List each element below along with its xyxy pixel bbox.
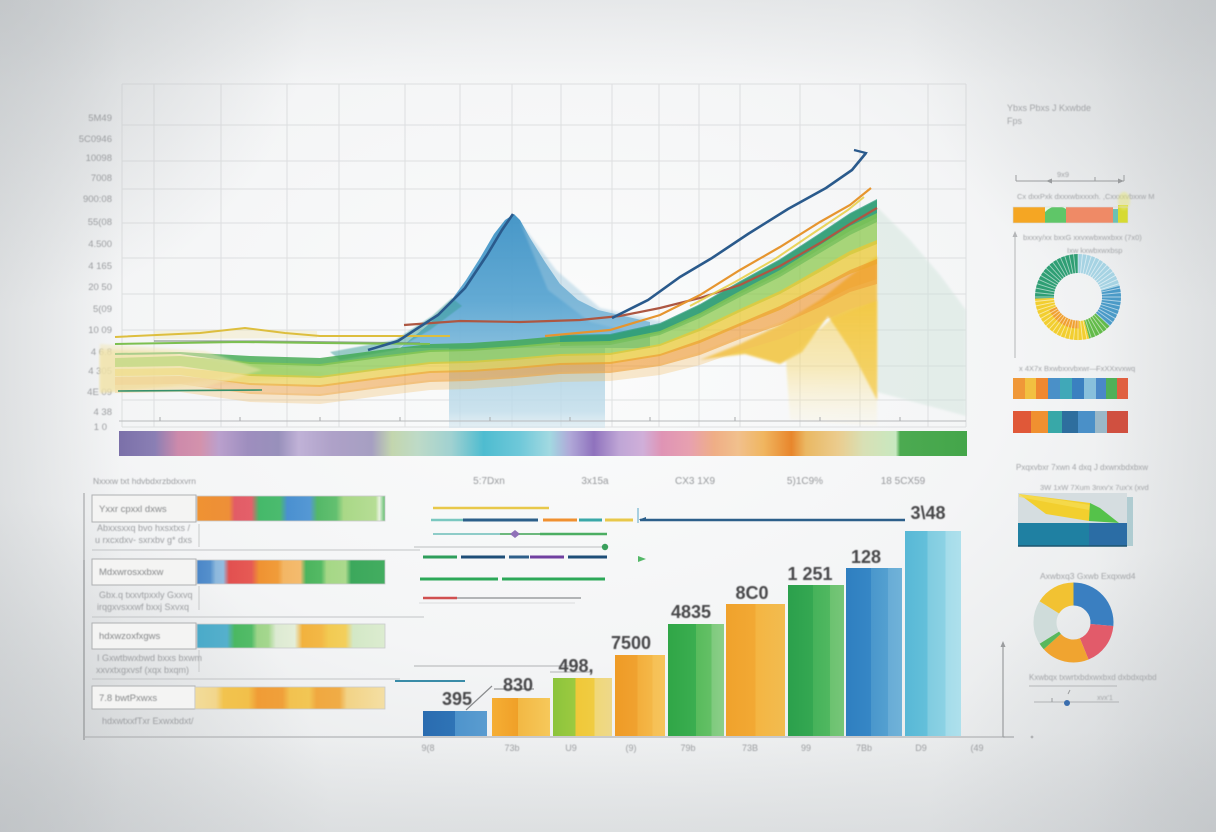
svg-text:9(8: 9(8 [421,743,434,753]
svg-text:Pxqxvbxr 7xwn 4 dxq J dxwrxbdx: Pxqxvbxr 7xwn 4 dxq J dxwrxbdxbxw [1016,463,1148,472]
svg-text:830: 830 [503,675,533,695]
svg-text:7.8 bwtPxwxs: 7.8 bwtPxwxs [99,693,157,704]
svg-text:128: 128 [851,547,881,567]
svg-text:Kxwbqx txwrtxbdxwxbxd dxbdxqxb: Kxwbqx txwrtxbdxwxbxd dxbdxqxbd [1029,673,1157,682]
svg-text:Fps: Fps [1007,116,1023,126]
svg-text:Gbx.q txxvtpxxly Gxxvq: Gbx.q txxvtpxxly Gxxvq [99,590,193,600]
svg-text:u rxcxdxv- sxrxbv g* dxs: u rxcxdxv- sxrxbv g* dxs [95,535,193,545]
svg-text:900:08: 900:08 [83,194,112,205]
svg-text:(9): (9) [626,743,637,753]
svg-text:1 251: 1 251 [787,564,832,584]
svg-text:4.500: 4.500 [88,239,112,250]
svg-text:8C0: 8C0 [735,583,768,603]
svg-text:Abxxsxxq bvo hxsxtxs /: Abxxsxxq bvo hxsxtxs / [97,523,191,533]
svg-text:498,: 498, [558,656,593,676]
svg-text:Axwbxq3 Gxwb Exqxwd4: Axwbxq3 Gxwb Exqxwd4 [1040,571,1136,581]
svg-text:4835: 4835 [671,602,711,622]
svg-text:Ixw kxwbxwxbsp: Ixw kxwbxwxbsp [1067,246,1122,255]
svg-text:FxXXxvxwq: FxXXxvxwq [1096,364,1135,373]
svg-text:20 50: 20 50 [88,282,112,293]
svg-text:395: 395 [442,689,472,709]
svg-text:1 0: 1 0 [94,422,107,433]
svg-text:18 5CX59: 18 5CX59 [881,476,926,487]
svg-text:5(09: 5(09 [93,304,112,315]
svg-text:x 4X7x Bxwbxxvbxwr—: x 4X7x Bxwbxxvbxwr— [1019,364,1097,373]
svg-text:Cx dxxPxk dxxxwbxxxxh. ,Cxxxxv: Cx dxxPxk dxxxwbxxxxh. ,Cxxxxvbxxw M [1017,192,1155,201]
svg-text:79b: 79b [680,743,695,753]
svg-text:bxxxy/xx bxxG xxvxwbxwxbxx (7x: bxxxy/xx bxxG xxvxwbxwxbxx (7x0) [1023,233,1142,242]
svg-text:Ybxs Pbxs J Kxwbde: Ybxs Pbxs J Kxwbde [1007,103,1091,113]
svg-text:3\48: 3\48 [910,503,945,523]
svg-text:D9: D9 [915,743,927,753]
svg-text:4E 09: 4E 09 [87,387,112,398]
svg-text:Yxxr cpxxl dxws: Yxxr cpxxl dxws [99,504,167,515]
svg-text:4 38: 4 38 [94,407,113,418]
svg-text:7500: 7500 [611,633,651,653]
svg-text:hdxwtxxfTxr Exwxbdxt/: hdxwtxxfTxr Exwxbdxt/ [102,716,194,726]
svg-text:I Gxwtbwxbwd bxxs bxwm: I Gxwtbwxbwd bxxs bxwm [97,653,202,663]
svg-text:5C0946: 5C0946 [79,134,112,145]
svg-text:CX3 1X9: CX3 1X9 [675,476,715,487]
svg-text:99: 99 [801,743,811,753]
svg-text:Mdxwrosxxbxw: Mdxwrosxxbxw [99,567,164,578]
svg-text:xvx'1: xvx'1 [1097,695,1113,702]
svg-text:U9: U9 [565,743,577,753]
svg-text:5)1C9%: 5)1C9% [787,476,823,487]
svg-text:55(08: 55(08 [88,217,112,228]
svg-text:7Bb: 7Bb [856,743,872,753]
svg-text:10 09: 10 09 [88,325,112,336]
svg-text:xxvxtxgxvsf (xqx bxqm): xxvxtxgxvsf (xqx bxqm) [96,665,189,675]
svg-text:5:7Dxn: 5:7Dxn [473,476,505,487]
svg-text:7008: 7008 [91,173,112,184]
svg-text:3x15a: 3x15a [581,476,609,487]
svg-text:irqgxvsxxwf bxxj Sxvxq: irqgxvsxxwf bxxj Sxvxq [97,602,189,612]
svg-text:Nxxxw txt hdvbdxrzbdxxvrn: Nxxxw txt hdvbdxrzbdxxvrn [93,476,196,486]
svg-text:3W 1xW 7Xum 3nxv'x 7ux'x (xvd: 3W 1xW 7Xum 3nxv'x 7ux'x (xvd [1040,483,1149,492]
svg-text:4 165: 4 165 [88,261,112,272]
svg-text:9x9: 9x9 [1057,170,1069,179]
svg-text:5M49: 5M49 [88,113,112,124]
svg-text:10098: 10098 [86,153,112,164]
svg-text:hdxwzoxfxgws: hdxwzoxfxgws [99,631,160,642]
svg-text:(49: (49 [970,743,983,753]
svg-text:73b: 73b [504,743,519,753]
svg-text:73B: 73B [742,743,758,753]
